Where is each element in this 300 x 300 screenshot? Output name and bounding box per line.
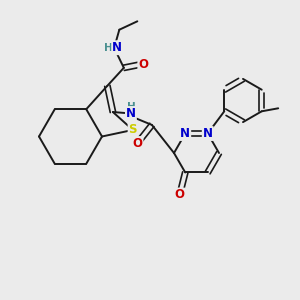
Text: O: O <box>174 188 184 202</box>
Text: O: O <box>138 58 148 71</box>
Text: N: N <box>180 127 190 140</box>
Text: H: H <box>104 43 112 53</box>
Text: H: H <box>127 102 135 112</box>
Text: S: S <box>129 124 137 136</box>
Text: O: O <box>133 137 142 150</box>
Text: N: N <box>112 41 122 54</box>
Text: N: N <box>126 107 136 120</box>
Text: N: N <box>203 127 213 140</box>
